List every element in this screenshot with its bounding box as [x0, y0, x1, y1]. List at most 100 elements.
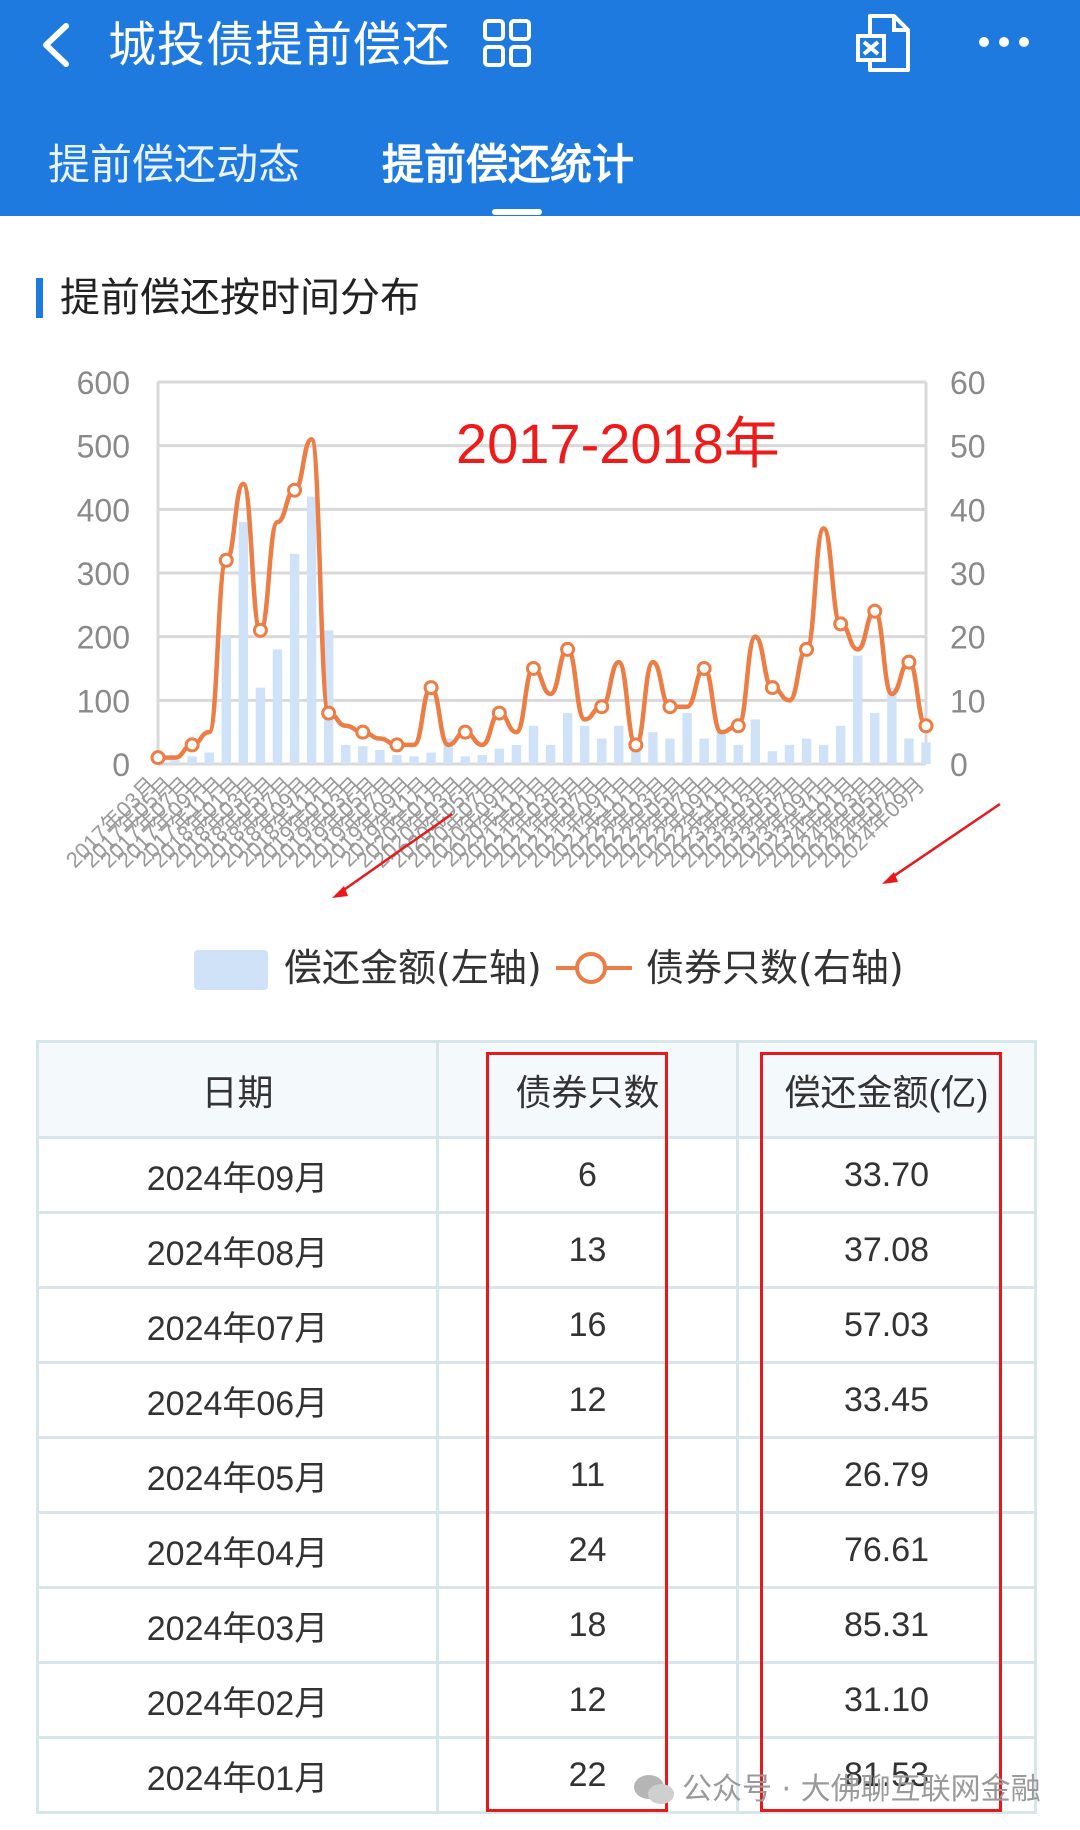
table-row: 2024年01月 22 81.53 [36, 1736, 1037, 1814]
top-bar: 城投债提前偿还 [0, 0, 1080, 92]
count-point [184, 737, 200, 753]
header-amount[interactable]: 偿还金额(亿) [736, 1040, 1037, 1139]
count-point [594, 699, 610, 715]
amount-bar [238, 522, 249, 764]
amount-bar [528, 725, 539, 764]
tab-bar: 提前偿还动态 提前偿还统计 [0, 128, 1080, 202]
amount-bar [443, 738, 453, 764]
count-point [799, 641, 815, 657]
amount-bar [579, 725, 590, 764]
y-left-tick-label: 100 [77, 683, 130, 719]
amount-bar [716, 732, 726, 764]
count-point [833, 616, 849, 632]
count-point [867, 603, 883, 619]
count-point [218, 552, 234, 568]
y-left-tick-label: 0 [112, 747, 130, 783]
amount-bar [409, 756, 419, 764]
amount-bar [341, 744, 351, 764]
amount-bar [460, 756, 470, 764]
cell-amount: 57.03 [736, 1286, 1037, 1364]
count-point [150, 750, 166, 766]
amount-bar [614, 725, 624, 764]
table-row: 2024年06月 12 33.45 [36, 1361, 1037, 1439]
app-bar: 城投债提前偿还 提前偿还动态 提前偿还统计 [0, 0, 1080, 216]
amount-bar [648, 732, 658, 764]
count-point [628, 737, 644, 753]
count-point [696, 661, 712, 676]
amount-bar [887, 687, 897, 764]
section-accent-bar [36, 278, 43, 318]
annotation-arrow-left [337, 812, 453, 896]
amount-bar [818, 744, 829, 764]
count-point [918, 718, 934, 734]
tab-early-redemption-stats[interactable]: 提前偿还统计 [382, 140, 635, 189]
amount-bar [170, 760, 180, 764]
grid-icon[interactable] [482, 18, 532, 68]
count-point [901, 654, 917, 670]
amount-bar [665, 738, 675, 764]
amount-bar [801, 738, 812, 764]
cell-amount: 76.61 [736, 1511, 1037, 1589]
amount-bar [289, 553, 300, 764]
count-point [491, 705, 507, 721]
highlight-box-count-column [486, 1052, 668, 1812]
excel-export-icon[interactable] [856, 12, 912, 74]
legend-line-label[interactable]: 债券只数(右轴) [646, 946, 904, 990]
amount-bar [392, 755, 402, 764]
tab-early-redemption-news[interactable]: 提前偿还动态 [48, 140, 301, 189]
amount-bar [784, 744, 795, 764]
amount-bar [682, 713, 692, 764]
y-right-tick-label: 30 [950, 556, 986, 592]
amount-bar [358, 746, 368, 764]
amount-bar [272, 649, 283, 764]
legend-bar-label[interactable]: 偿还金额(左轴) [284, 946, 542, 990]
amount-bar [426, 752, 436, 764]
legend-line-marker [575, 952, 607, 984]
y-right-tick-label: 10 [950, 683, 986, 719]
y-left-tick-label: 400 [77, 492, 130, 528]
y-right-tick-label: 60 [950, 365, 986, 401]
amount-bar [511, 744, 522, 764]
more-icon[interactable] [976, 22, 1032, 62]
amount-bar [853, 655, 863, 764]
count-point [287, 482, 303, 498]
annotation-arrowhead-right [882, 872, 898, 884]
y-left-tick-label: 500 [77, 429, 130, 465]
cell-date: 2024年06月 [36, 1361, 439, 1439]
legend-bar-swatch[interactable] [194, 950, 268, 990]
count-point [525, 661, 541, 676]
cell-amount: 33.70 [736, 1136, 1037, 1214]
annotation-arrow-right [887, 802, 1001, 882]
y-left-tick-label: 600 [77, 365, 130, 401]
amount-bar [562, 713, 573, 764]
count-point [389, 737, 405, 753]
y-right-tick-label: 20 [950, 620, 986, 656]
amount-bar [306, 496, 317, 764]
cell-date: 2024年09月 [36, 1136, 439, 1214]
cell-date: 2024年08月 [36, 1211, 439, 1289]
count-point [423, 680, 439, 696]
cell-amount: 26.79 [736, 1436, 1037, 1514]
amount-bar [699, 738, 709, 764]
annotation-arrowhead-left [332, 886, 348, 898]
wechat-icon [634, 1775, 674, 1804]
chevron-left-icon[interactable] [36, 14, 86, 76]
cell-date: 2024年01月 [36, 1736, 439, 1814]
cell-date: 2024年07月 [36, 1286, 439, 1364]
amount-bar [921, 742, 931, 764]
page-title: 城投债提前偿还 [108, 17, 452, 73]
y-right-tick-label: 40 [950, 492, 986, 528]
section-title: 提前偿还按时间分布 [36, 272, 420, 324]
y-right-tick-label: 50 [950, 429, 986, 465]
section-title-text: 提前偿还按时间分布 [60, 275, 420, 321]
table-row: 2024年08月 13 37.08 [36, 1211, 1037, 1289]
cell-date: 2024年05月 [36, 1436, 439, 1514]
amount-bar [750, 719, 761, 764]
chart-annotation: 2017-2018年 [456, 412, 780, 475]
y-left-tick-label: 200 [77, 620, 130, 656]
header-date[interactable]: 日期 [36, 1040, 439, 1139]
count-point [252, 622, 268, 638]
amount-bar [221, 636, 231, 764]
amount-bar [187, 756, 197, 764]
amount-bar [323, 630, 334, 764]
